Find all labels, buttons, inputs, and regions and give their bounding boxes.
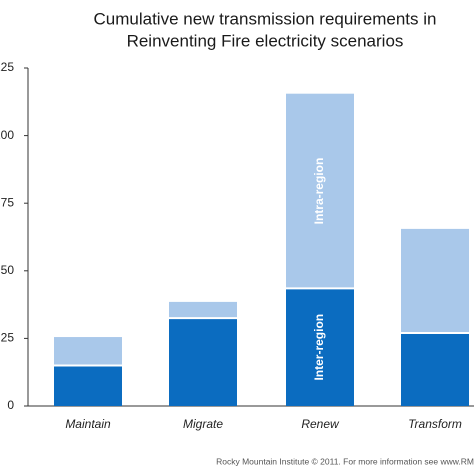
bar-segment <box>286 288 354 406</box>
series-label: Intra-region <box>312 158 326 225</box>
bar-segment <box>169 318 237 406</box>
y-tick-label: 100 <box>0 128 14 142</box>
y-tick-label: 125 <box>0 60 14 74</box>
x-tick-label: Migrate <box>183 417 223 431</box>
source-note: Rocky Mountain Institute © 2011. For mor… <box>216 456 474 466</box>
chart-title: Cumulative new transmission requirements… <box>94 9 437 28</box>
y-tick-label: 25 <box>1 331 15 345</box>
bar-segment <box>286 93 354 289</box>
bar-segment <box>54 337 122 366</box>
y-tick-label: 75 <box>1 195 15 209</box>
bar-segment <box>169 301 237 319</box>
series-label: Inter-region <box>312 314 326 381</box>
y-tick-label: 50 <box>1 263 15 277</box>
chart-title: Reinventing Fire electricity scenarios <box>127 31 404 50</box>
bar-segment <box>401 228 469 333</box>
bar-segment <box>401 332 469 406</box>
x-tick-label: Maintain <box>65 417 111 431</box>
y-tick-label: 0 <box>7 398 14 412</box>
x-tick-label: Renew <box>301 417 340 431</box>
x-tick-label: Transform <box>408 417 462 431</box>
bar-segment <box>54 365 122 406</box>
